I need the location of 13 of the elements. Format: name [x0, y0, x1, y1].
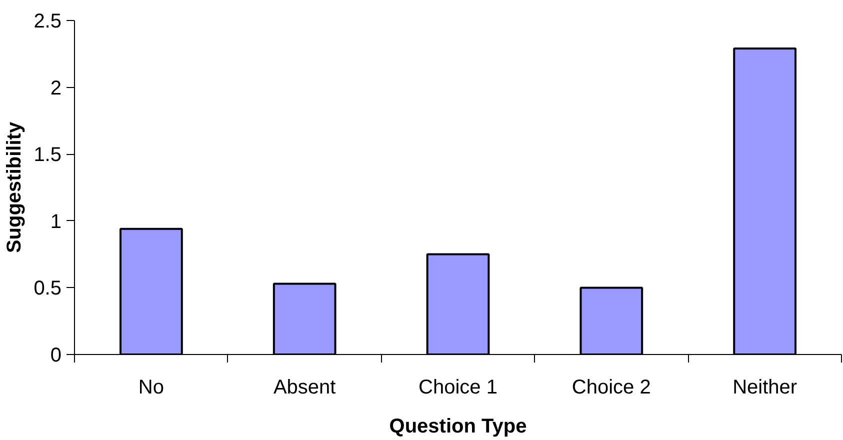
- x-tick-label: Neither: [732, 376, 798, 398]
- y-tick-label: 1: [50, 210, 62, 233]
- y-tick-label: 0.5: [34, 278, 62, 300]
- y-tick-label: 2: [50, 77, 62, 100]
- x-tick-label: Choice 1: [418, 376, 498, 398]
- x-tick-label: Choice 2: [572, 376, 651, 398]
- y-tick-label: 2.5: [34, 10, 62, 32]
- y-axis-title: Suggestibility: [4, 121, 26, 254]
- y-tick-label: 1.5: [34, 144, 62, 166]
- x-axis-title: Question Type: [389, 416, 527, 438]
- x-tick-label: No: [138, 376, 164, 398]
- x-tick-label: Absent: [273, 376, 336, 398]
- y-tick-label: 0: [50, 344, 62, 366]
